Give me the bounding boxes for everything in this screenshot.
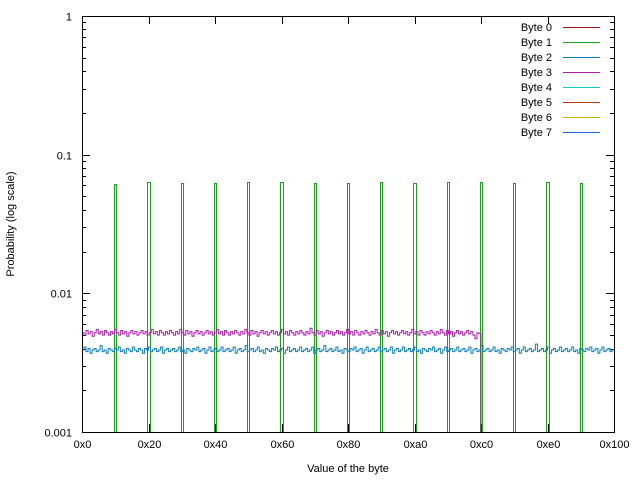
y-axis-label: Probability (log scale)	[5, 171, 17, 276]
series-plot-area	[82, 182, 614, 432]
y-tick-label: 0.001	[44, 428, 72, 440]
x-tick-label: 0x60	[271, 439, 295, 451]
series-byte-1-spike	[247, 182, 250, 432]
series-byte-1-spike	[181, 183, 184, 432]
legend-byte-5-label: Byte 5	[521, 97, 552, 109]
legend-byte-7-label: Byte 7	[521, 127, 552, 139]
legend-byte-2-label: Byte 2	[521, 52, 552, 64]
series-byte-1-spike	[480, 182, 483, 432]
series-byte-2-line	[82, 343, 614, 354]
legend-byte-6-label: Byte 6	[521, 112, 552, 124]
x-tick-label: 0x20	[138, 439, 162, 451]
x-tick-label: 0x100	[600, 439, 630, 451]
series-byte-1-spike	[546, 182, 550, 432]
series-byte-1-spike	[114, 184, 117, 432]
series-byte-1-spike	[280, 182, 284, 432]
legend-byte-4-label: Byte 4	[521, 82, 552, 94]
legend-byte-1-label: Byte 1	[521, 37, 552, 49]
plot-frame	[82, 16, 615, 433]
x-tick-label: 0x40	[204, 439, 228, 451]
x-tick-label: 0x80	[337, 439, 361, 451]
series-byte-1-spike	[214, 183, 217, 432]
x-tick-label: 0xa0	[404, 439, 428, 451]
x-axis-label: Value of the byte	[307, 463, 389, 475]
y-tick-label: 0.01	[51, 289, 72, 301]
y-tick-label: 1	[66, 12, 72, 24]
series-byte-1-spike	[314, 183, 317, 432]
x-tick-label: 0x0	[74, 439, 92, 451]
series-byte-1-spike	[447, 182, 450, 432]
y-tick-label: 0.1	[57, 151, 72, 163]
x-axis-ticks: 0x0 0x20 0x40 0x60 0x80 0xa0 0xc0 0xe0 0x100	[74, 16, 630, 451]
legend: Byte 0 Byte 1 Byte 2 Byte 3 Byte 4 Byte 5 Byte…	[521, 22, 600, 139]
series-byte-3-line	[82, 327, 482, 432]
legend-byte-0-label: Byte 0	[521, 22, 552, 34]
series-byte-1-spike	[413, 183, 417, 432]
series-byte-1-spike	[380, 182, 383, 432]
series-byte-1-spike	[580, 183, 583, 432]
series-byte-1-spike	[347, 183, 350, 432]
series-byte-1-spike	[147, 182, 151, 432]
x-tick-label: 0xc0	[470, 439, 493, 451]
x-tick-label: 0xe0	[537, 439, 561, 451]
series-byte-1-spike	[513, 183, 516, 432]
legend-byte-3-label: Byte 3	[521, 67, 552, 79]
